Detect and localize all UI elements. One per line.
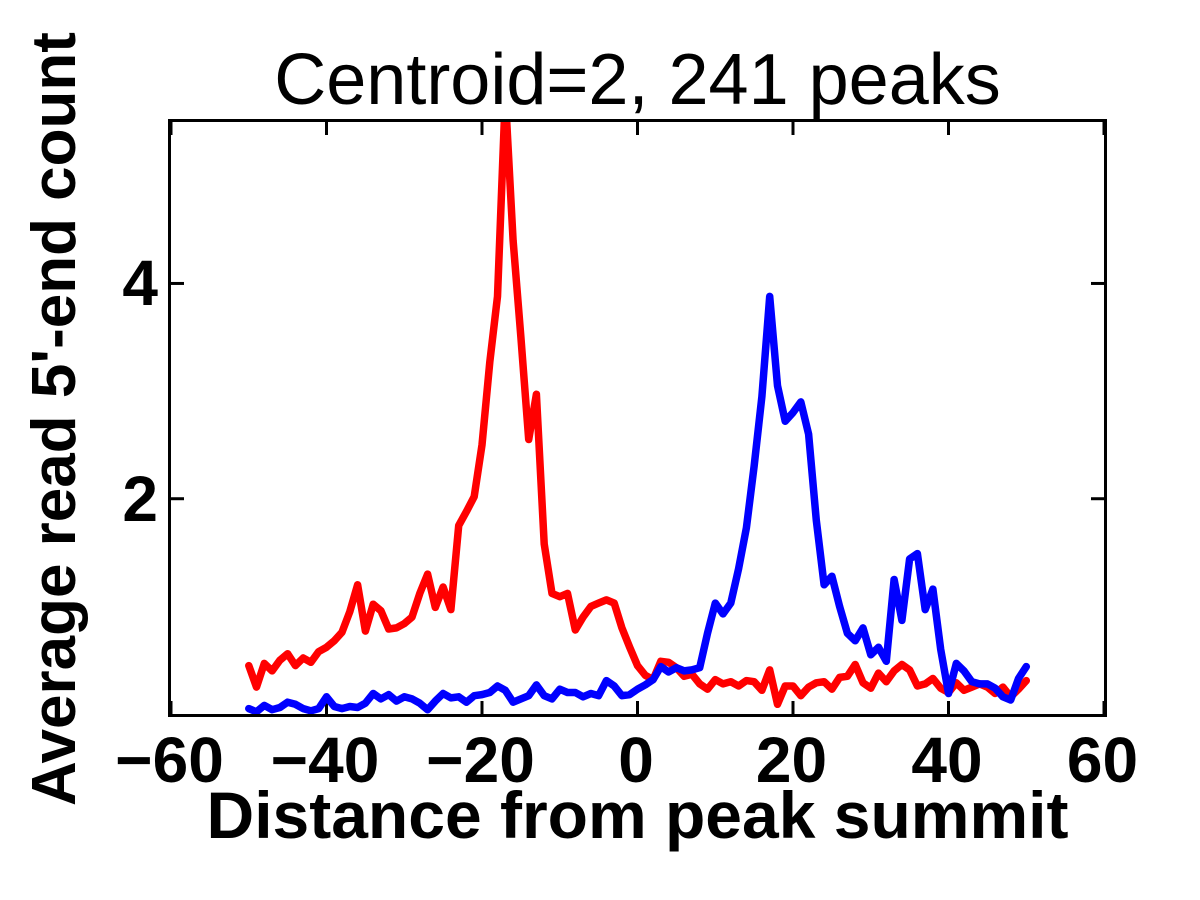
y-tick-label-4: 4 <box>122 247 158 320</box>
chart-title: Centroid=2, 241 peaks <box>274 40 1001 120</box>
plot-canvas <box>171 122 1104 714</box>
x-tick-label-0: 0 <box>618 724 654 796</box>
blue-series-line <box>245 292 1031 714</box>
red-series-line <box>245 122 1031 709</box>
x-tick-label--20: −20 <box>426 724 535 796</box>
y-tick-label-2: 2 <box>122 462 158 535</box>
x-axis-label: Distance from peak summit <box>206 778 1069 852</box>
x-tick-label-20: 20 <box>755 724 828 796</box>
x-tick-label--40: −40 <box>270 724 380 796</box>
plot-area <box>168 119 1107 717</box>
x-tick-label--60: −60 <box>115 724 224 796</box>
x-tick-label-60: 60 <box>1066 724 1139 796</box>
y-axis-label-wrap: Average read 5'-end count <box>19 0 91 869</box>
y-axis-label: Average read 5'-end count <box>20 32 89 806</box>
x-tick-label-40: 40 <box>911 724 983 796</box>
